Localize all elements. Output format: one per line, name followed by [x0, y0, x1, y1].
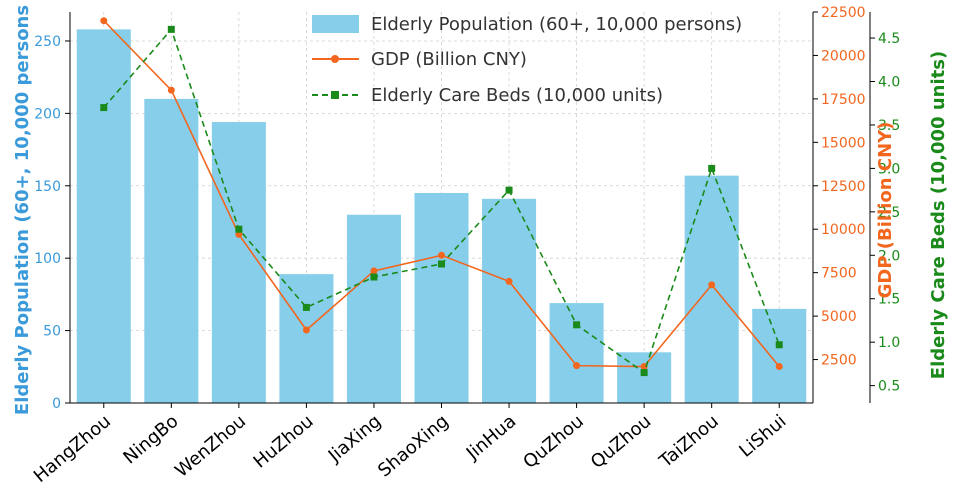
bar-jinhua	[482, 198, 537, 403]
x-tick-label: HangZhou	[30, 411, 115, 487]
left-tick-label: 50	[43, 324, 61, 340]
bar-jiaxing	[346, 214, 401, 403]
beds-point	[708, 164, 716, 172]
left-tick-label: 200	[34, 106, 61, 122]
legend-swatch-bar	[312, 15, 359, 33]
bar-hangzhou	[76, 29, 131, 403]
left-tick-label: 250	[34, 34, 61, 50]
gdp-point	[167, 86, 175, 94]
gdp-tick-label: 15000	[821, 135, 866, 151]
beds-tick-label: 1.5	[878, 292, 900, 308]
legend-marker-gdp	[331, 55, 339, 63]
gdp-point	[438, 251, 445, 259]
beds-tick-label: 4.5	[878, 31, 900, 47]
x-tick-label: JiaXing	[324, 411, 385, 467]
right-axis-label-gdp: GDP (Billion CNY)	[875, 122, 896, 299]
gdp-tick-label: 17500	[821, 92, 866, 108]
bar-ningbo	[144, 98, 199, 403]
beds-point	[640, 369, 648, 377]
x-tick-label: QuZhou	[587, 411, 655, 473]
gdp-point	[302, 326, 310, 334]
x-tick-label: TaiZhou	[655, 411, 723, 473]
bar-wenzhou	[211, 122, 266, 403]
bar-taizhou	[684, 175, 739, 403]
beds-point	[438, 260, 445, 268]
beds-tick-label: 0.5	[878, 379, 900, 395]
x-tick-label: QuZhou	[519, 411, 587, 473]
left-tick-label: 0	[52, 396, 61, 412]
x-tick-label: WenZhou	[171, 411, 250, 482]
gdp-point	[775, 363, 783, 371]
bar-series	[76, 29, 807, 403]
beds-tick-label: 1.0	[878, 335, 900, 351]
x-tick-label: LiShui	[735, 411, 790, 462]
gdp-tick-label: 22500	[821, 5, 866, 21]
x-tick-label: ShaoXing	[374, 411, 453, 482]
beds-point	[505, 186, 513, 194]
legend: Elderly Population (60+, 10,000 persons)…	[312, 14, 742, 106]
beds-point	[100, 104, 108, 112]
beds-point	[302, 303, 310, 311]
gdp-tick-label: 7500	[821, 266, 857, 282]
left-tick-label: 100	[34, 251, 61, 267]
axes	[65, 11, 875, 408]
x-tick-label: JinHua	[462, 411, 520, 465]
bar-lishui	[752, 308, 807, 403]
beds-point	[167, 25, 175, 33]
line-series	[100, 17, 783, 377]
legend-label-beds: Elderly Care Beds (10,000 units)	[371, 85, 663, 106]
bar-huzhou	[279, 274, 334, 403]
beds-tick-label: 2.0	[878, 248, 900, 264]
gdp-point	[573, 362, 581, 370]
gdp-tick-label: 5000	[821, 309, 857, 325]
beds-point	[235, 225, 243, 233]
gdp-tick-label: 2500	[821, 353, 857, 369]
gdp-point	[708, 281, 716, 289]
left-tick-label: 150	[34, 179, 61, 195]
left-axis-label: Elderly Population (60+, 10,000 persons	[12, 5, 33, 415]
legend-label-population: Elderly Population (60+, 10,000 persons)	[371, 14, 742, 35]
beds-point	[573, 321, 581, 329]
legend-label-gdp: GDP (Billion CNY)	[371, 49, 527, 70]
beds-tick-label: 3.5	[878, 118, 900, 134]
gdp-point	[370, 267, 378, 275]
beds-point	[775, 341, 783, 349]
right-axis-label-beds: Elderly Care Beds (10,000 units)	[928, 51, 949, 379]
beds-tick-label: 2.5	[878, 205, 900, 221]
x-tick-label: HuZhou	[250, 411, 318, 473]
gdp-point	[100, 17, 108, 25]
legend-marker-beds	[331, 91, 339, 99]
gdp-tick-label: 20000	[821, 48, 866, 64]
beds-tick-label: 4.0	[878, 75, 900, 91]
gdp-tick-label: 10000	[821, 222, 866, 238]
gdp-point	[505, 277, 513, 285]
beds-tick-label: 3.0	[878, 161, 900, 177]
x-tick-label: NingBo	[119, 411, 182, 469]
beds-point	[370, 273, 378, 281]
bar-quzhou	[549, 303, 604, 403]
gdp-tick-label: 12500	[821, 179, 866, 195]
bar-shaoxing	[414, 193, 469, 403]
